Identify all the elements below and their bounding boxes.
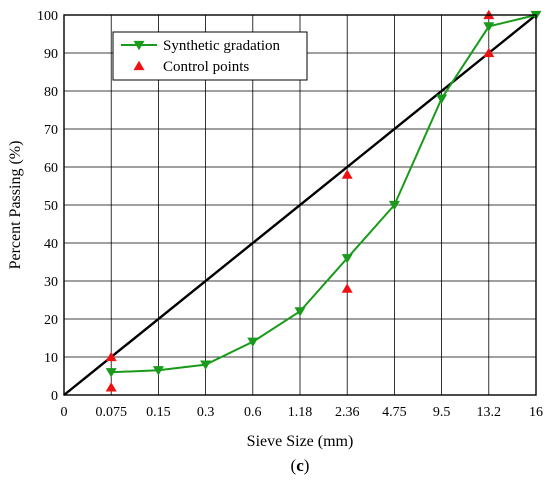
x-tick-label-2: 0.15 <box>146 405 171 420</box>
x-tick-label-3: 0.3 <box>197 405 215 420</box>
y-tick-label-4: 40 <box>44 237 58 252</box>
control-point-5 <box>483 47 495 58</box>
max-density-line-layer <box>63 14 537 396</box>
synthetic-gradation-point-2 <box>200 360 212 370</box>
control-point-1 <box>105 382 117 392</box>
control-point-3 <box>341 283 353 293</box>
x-tick-label-10: 16 <box>529 405 543 420</box>
plot-frame <box>63 14 537 396</box>
synthetic-gradation-point-8 <box>483 22 495 32</box>
x-tick-label-4: 0.6 <box>244 405 262 420</box>
synthetic-gradation-point-4 <box>294 307 306 317</box>
synthetic-gradation-line <box>111 14 537 374</box>
x-tick-label-7: 4.75 <box>382 405 407 420</box>
y-tick-label-3: 30 <box>44 275 58 290</box>
x-tick-label-8: 9.5 <box>433 405 451 420</box>
synthetic-gradation-point-0 <box>105 368 117 378</box>
legend: Synthetic gradation Control points <box>112 31 308 81</box>
synthetic-gradation-point-5 <box>341 254 353 264</box>
synthetic-gradation-point-1 <box>152 366 164 376</box>
x-tick-label-1: 0.075 <box>95 405 127 420</box>
series-layer <box>105 9 542 392</box>
legend-control-label: Control points <box>163 59 249 75</box>
synthetic-gradation-point-6 <box>388 200 400 211</box>
control-point-2 <box>341 169 353 179</box>
y-tick-label-5: 50 <box>44 199 58 214</box>
y-tick-label-1: 10 <box>44 351 58 366</box>
y-tick-label-9: 90 <box>44 47 58 62</box>
caption-close: ) <box>304 456 310 475</box>
y-tick-label-7: 70 <box>44 123 58 138</box>
y-tick-label-8: 80 <box>44 85 58 100</box>
y-tick-label-2: 20 <box>44 313 58 328</box>
synthetic-gradation-point-7 <box>436 94 448 104</box>
x-tick-label-5: 1.18 <box>288 405 313 420</box>
caption-letter: c <box>296 456 304 475</box>
y-tick-label-6: 60 <box>44 161 58 176</box>
y-tick-label-10: 100 <box>37 9 58 24</box>
x-tick-label-9: 13.2 <box>477 405 502 420</box>
legend-synthetic-label: Synthetic gradation <box>163 38 281 54</box>
max-density-line <box>63 14 537 396</box>
caption-open: ( <box>291 456 297 475</box>
x-tick-label-6: 2.36 <box>335 405 360 420</box>
x-tick-labels: 0 0.075 0.15 0.3 0.6 1.18 2.36 4.75 9.5 13.2 16 <box>61 405 544 420</box>
figure-caption: (c) <box>291 456 310 475</box>
x-axis-title: Sieve Size (mm) <box>247 433 354 450</box>
legend-control-marker <box>133 60 145 71</box>
legend-box <box>112 31 308 81</box>
x-tick-label-0: 0 <box>61 405 68 420</box>
y-tick-labels: 0 10 20 30 40 50 60 70 80 90 100 <box>37 9 58 404</box>
y-tick-label-0: 0 <box>51 389 58 404</box>
legend-synthetic-marker <box>133 40 145 51</box>
synthetic-gradation-point-3 <box>247 337 259 348</box>
control-point-0 <box>105 351 117 362</box>
y-axis-title: Percent Passing (%) <box>7 141 24 270</box>
